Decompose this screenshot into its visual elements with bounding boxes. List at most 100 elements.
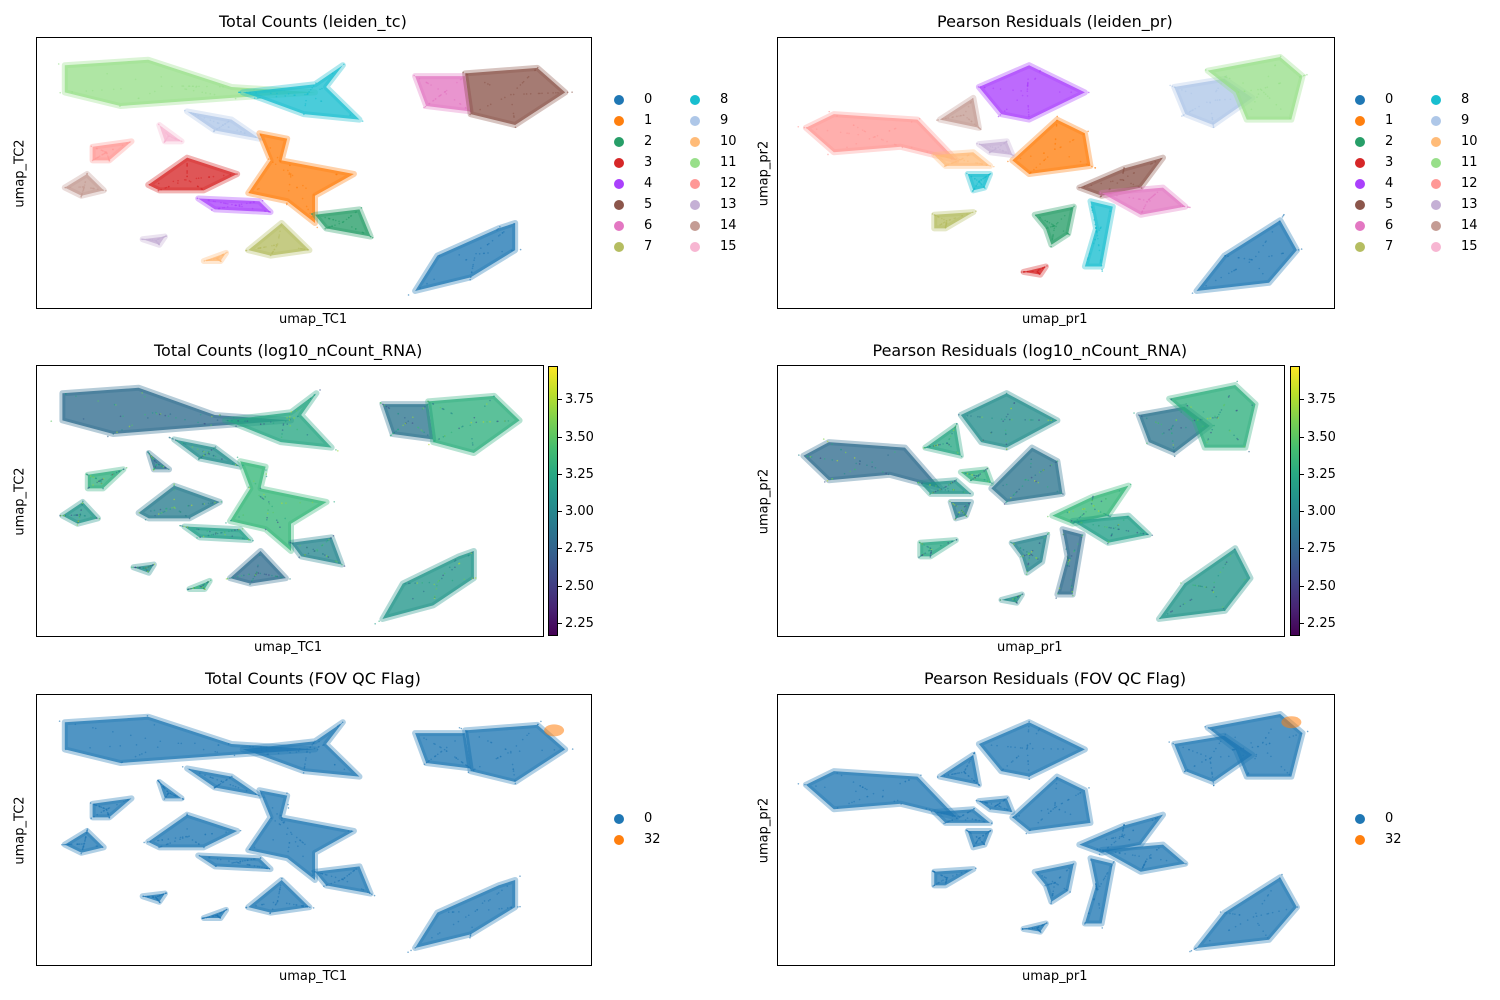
data-point xyxy=(1114,526,1117,529)
data-point xyxy=(186,836,189,838)
legend-label: 12 xyxy=(720,176,737,191)
data-point xyxy=(547,92,549,94)
data-point xyxy=(469,278,472,281)
data-point xyxy=(1130,182,1132,185)
data-point xyxy=(293,417,295,419)
data-point xyxy=(77,843,80,845)
data-point xyxy=(454,740,456,742)
data-point xyxy=(437,88,439,90)
cluster-12 xyxy=(84,466,128,492)
data-point xyxy=(1004,432,1007,435)
data-point xyxy=(483,81,486,84)
cluster-14 xyxy=(61,828,107,856)
data-point xyxy=(991,482,993,485)
data-point xyxy=(1099,259,1102,261)
data-point xyxy=(190,587,192,590)
data-point xyxy=(287,846,290,849)
data-point xyxy=(1087,91,1090,94)
data-point xyxy=(1201,761,1203,763)
data-point xyxy=(1010,418,1013,421)
data-point xyxy=(128,425,131,428)
data-point xyxy=(465,259,467,261)
colorbar-tick-label: 3.50 xyxy=(558,430,594,445)
data-point xyxy=(424,105,427,108)
data-point xyxy=(130,566,133,568)
data-point xyxy=(288,842,291,844)
data-point xyxy=(434,440,436,443)
data-point xyxy=(1211,118,1214,121)
data-point xyxy=(943,118,945,120)
data-point xyxy=(973,474,975,477)
data-point xyxy=(1127,175,1129,178)
data-point xyxy=(537,92,540,95)
data-point xyxy=(427,400,429,403)
data-point xyxy=(806,455,809,458)
plot-axes xyxy=(36,365,544,637)
data-point xyxy=(979,839,981,841)
data-point xyxy=(198,85,200,88)
data-point xyxy=(979,182,981,184)
cluster-region xyxy=(200,906,230,922)
data-point xyxy=(957,772,959,775)
data-point xyxy=(953,773,955,775)
data-point xyxy=(143,841,145,844)
data-point xyxy=(218,256,221,258)
data-point xyxy=(893,800,896,803)
data-point xyxy=(236,129,238,132)
data-point xyxy=(929,493,932,495)
cluster-12 xyxy=(89,138,135,164)
data-point xyxy=(304,104,307,107)
data-point xyxy=(982,439,985,441)
data-point xyxy=(1015,815,1017,818)
data-point xyxy=(951,819,953,821)
data-point xyxy=(1109,188,1111,190)
data-point xyxy=(271,807,274,809)
data-point xyxy=(1199,418,1202,421)
data-point xyxy=(1013,493,1016,496)
data-point xyxy=(537,723,539,726)
data-point xyxy=(84,836,87,838)
data-point xyxy=(346,880,349,883)
data-point xyxy=(239,860,241,863)
data-point xyxy=(1069,891,1071,893)
data-point xyxy=(289,164,291,167)
data-point xyxy=(265,246,267,248)
data-point xyxy=(115,471,118,474)
data-point xyxy=(284,420,287,423)
data-point xyxy=(195,586,197,589)
data-point xyxy=(203,846,205,849)
data-point xyxy=(445,750,448,752)
data-point xyxy=(970,415,972,417)
data-point xyxy=(1193,419,1196,422)
data-point xyxy=(1247,772,1250,774)
data-point xyxy=(220,780,223,783)
data-point xyxy=(1160,157,1162,160)
data-point xyxy=(113,473,115,475)
data-point xyxy=(82,186,85,188)
data-point xyxy=(265,475,268,478)
data-point xyxy=(1057,883,1059,886)
data-point xyxy=(975,836,978,838)
data-point xyxy=(350,830,353,832)
data-point xyxy=(219,782,222,785)
cluster-13 xyxy=(130,561,157,576)
data-point xyxy=(1082,133,1085,135)
colorbar-tick-label: 3.50 xyxy=(1300,430,1336,445)
data-point xyxy=(1107,541,1110,543)
data-point xyxy=(426,282,428,285)
data-point xyxy=(140,238,143,240)
data-point xyxy=(216,778,219,781)
data-point xyxy=(970,120,973,123)
data-point xyxy=(1005,151,1007,153)
data-point xyxy=(273,244,275,247)
data-point xyxy=(1023,271,1025,273)
data-point xyxy=(206,530,208,532)
data-point xyxy=(952,814,955,817)
data-point xyxy=(187,85,190,87)
data-point xyxy=(966,213,968,215)
cluster-region xyxy=(156,779,185,802)
data-point xyxy=(1209,102,1212,104)
data-point xyxy=(82,500,84,503)
data-point xyxy=(1031,549,1034,552)
cluster-7 xyxy=(225,547,291,587)
